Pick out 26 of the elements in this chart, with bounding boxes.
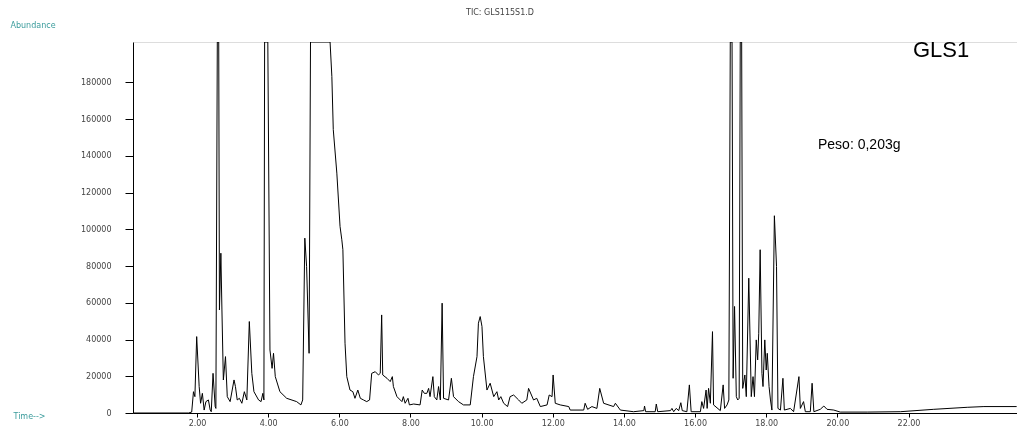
y-tick-label: 120000	[80, 188, 112, 198]
y-tick-label: 140000	[80, 151, 112, 161]
x-axis-title: Time-->	[12, 411, 46, 421]
x-tick-label: 10.00	[470, 418, 494, 428]
y-tick-label: 60000	[86, 298, 112, 308]
y-tick-label: 0	[106, 408, 112, 418]
x-tick-label: 14.00	[612, 418, 636, 428]
y-tick-label: 80000	[86, 261, 112, 271]
x-tick-label: 8.00	[402, 418, 420, 428]
x-tick-label: 12.00	[541, 418, 565, 428]
y-axis-title: Abundance	[10, 20, 56, 30]
chart-title: TIC: GLS115S1.D	[465, 8, 534, 17]
y-tick-label: 160000	[80, 114, 112, 124]
x-tick-label: 16.00	[684, 418, 708, 428]
x-tick-label: 20.00	[826, 418, 850, 428]
x-tick-label: 6.00	[330, 418, 349, 428]
x-tick-label: 22.00	[897, 418, 921, 428]
y-tick-label: 100000	[80, 224, 112, 234]
annotation: Peso: 0,203g	[818, 136, 901, 152]
y-tick-label: 40000	[86, 335, 112, 345]
y-tick-label: 20000	[86, 371, 112, 381]
annotation: GLS1	[912, 37, 970, 62]
y-tick-label: 180000	[80, 77, 112, 87]
x-tick-label: 2.00	[188, 418, 207, 428]
x-tick-label: 18.00	[755, 418, 779, 428]
x-tick-label: 4.00	[259, 418, 278, 428]
